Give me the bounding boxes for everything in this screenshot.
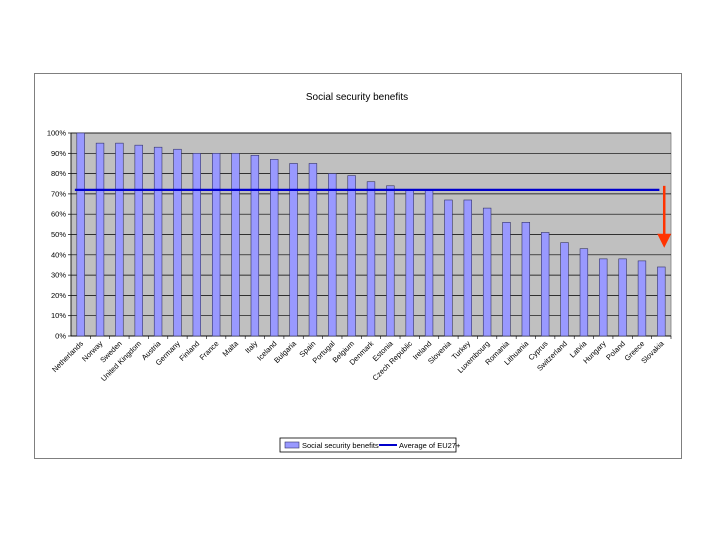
y-tick-label: 30% [51, 271, 66, 280]
y-tick-label: 60% [51, 210, 66, 219]
y-tick-label: 100% [47, 129, 67, 138]
bar [560, 242, 569, 337]
plot-area: 0%10%20%30%40%50%60%70%80%90%100%Netherl… [47, 129, 672, 383]
bar [173, 148, 182, 337]
bar [95, 142, 105, 337]
bar [541, 232, 550, 337]
bar [637, 260, 647, 337]
legend-box [279, 437, 457, 453]
bar [599, 258, 608, 337]
bar [347, 175, 356, 337]
legend-label-average: Average of EU27+ [399, 441, 461, 450]
bar [76, 132, 85, 337]
bar [308, 163, 318, 337]
bar [521, 222, 531, 337]
bar [463, 199, 472, 337]
bar [482, 207, 492, 337]
bar [405, 189, 414, 337]
bar [618, 258, 627, 337]
bar [192, 153, 201, 337]
y-tick-label: 70% [51, 189, 66, 198]
y-tick-label: 10% [51, 311, 66, 320]
legend-label-bars: Social security benefits [302, 441, 379, 450]
bar [657, 266, 666, 337]
y-tick-label: 50% [51, 230, 66, 239]
y-tick-label: 0% [55, 332, 66, 341]
bar [153, 146, 163, 337]
x-tick-label: France [198, 339, 221, 362]
bar [328, 173, 337, 337]
y-tick-label: 20% [51, 291, 66, 300]
x-tick-label: Malta [221, 338, 241, 358]
legend-bar-swatch [284, 441, 300, 449]
bar [134, 144, 143, 337]
bar [424, 189, 434, 337]
bar [289, 163, 298, 337]
bar [270, 159, 279, 337]
bar [366, 181, 376, 337]
chart-title: Social security benefits [306, 92, 408, 103]
bar [115, 142, 124, 337]
y-tick-label: 40% [51, 250, 66, 259]
chart: Social security benefits 0% 10% 20% 30% 40% 5… [47, 92, 672, 453]
x-tick-label: Bulgaria [272, 338, 298, 364]
bar [211, 153, 221, 337]
chart-frame: Social security benefits 0% 10% 20% 30% 40% 5… [34, 73, 682, 459]
annotation-arrow-head [657, 233, 672, 248]
y-tick-label: 80% [51, 169, 66, 178]
bar [386, 185, 395, 337]
x-tick-label: Italy [243, 339, 259, 355]
bar [502, 222, 511, 337]
bar [444, 199, 453, 337]
bar [231, 153, 240, 337]
x-tick-label: Finland [177, 339, 201, 363]
legend: Social security benefits Average of EU27… [279, 437, 461, 453]
y-tick-label: 90% [51, 149, 66, 158]
bar [250, 155, 260, 337]
bar [579, 248, 589, 337]
